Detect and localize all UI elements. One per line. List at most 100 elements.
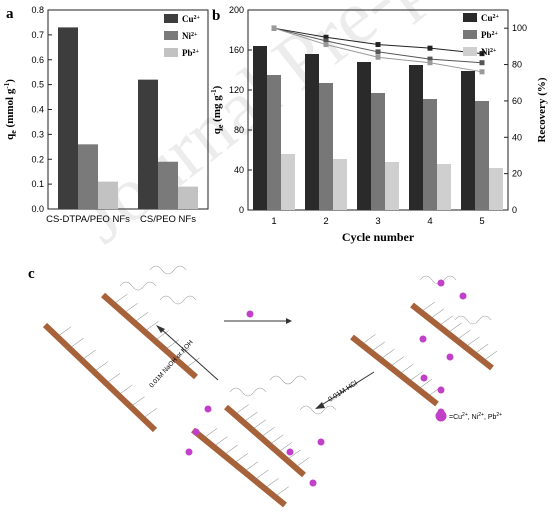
panel-c-diagram: 0.01M HCl 0.01M NaOH or KOH =Cu2+, Ni2+,… [42,265,502,508]
panel-b-bar [253,46,267,210]
polymer-chain [243,461,259,472]
fiber-rod-bottom-1 [191,427,287,508]
panel-b-xtick-label: 4 [427,216,432,227]
panel-b-legend-swatch [463,47,477,56]
metal-ion [309,479,317,487]
panel-a-xtick-label: CS-DTPA/PEO NFs [46,214,130,225]
metal-ion [317,438,325,446]
polymer-chain [380,349,395,360]
panel-b-recovery-marker [427,56,433,62]
chelating-group [229,387,267,397]
panel-a-ytick-label: 0.5 [31,80,44,90]
panel-b-bar [423,99,437,210]
panel-a-legend-swatch [164,31,178,40]
panel-b-y2label: Recovery (%) [536,77,548,142]
panel-b-y2tick-label: 20 [512,169,522,179]
panel-a-bar [138,79,158,210]
panel-b-ytick-label: 80 [234,125,244,135]
panel-b-legend-label: Cu2+ [481,13,500,23]
acid-label: 0.01M HCl [327,380,359,404]
polymer-chain [203,428,218,439]
polymer-chain [408,371,423,382]
polymer-chain [254,469,269,481]
panel-a-legend-swatch [164,14,178,23]
polymer-chain [113,293,128,305]
panel-b-bar [319,83,333,210]
polymer-chain [130,396,145,407]
panel-b-recovery-marker [427,60,433,66]
fiber-rod-bottom-2 [224,404,306,478]
polymer-chain [57,326,72,337]
polymer-chain [251,419,267,430]
polymer-chain [233,453,249,464]
polymer-chain [175,348,190,359]
panel-c-letter: c [28,266,35,282]
polymer-chain [164,339,180,350]
polymer-chain [447,322,462,334]
panel-b-recovery-marker [375,42,381,48]
panel-b-bar [267,75,281,210]
polymer-chain [234,404,249,415]
panel-b-xtick-label: 1 [271,216,276,227]
ion-legend-icon [435,410,447,422]
panel-a-ytick-label: 0.3 [31,129,44,139]
polymer-chain [370,341,386,353]
panel-b-legend-label: Pb2+ [481,30,499,40]
panel-b-letter: b [212,8,220,24]
panel-b-bar [385,162,399,210]
metal-ion [419,335,427,343]
panel-a-legend-label: Pb2+ [182,48,200,58]
polymer-chain [417,378,433,390]
panel-b-bar [409,65,423,210]
panel-b-legend-swatch [463,13,477,22]
metal-ion [437,386,445,394]
polymer-chain [154,330,169,341]
panel-b-y2tick-label: 60 [512,96,522,106]
panel-b-ytick-label: 40 [234,165,244,175]
polymer-chain [361,334,376,345]
chelating-group [119,281,157,291]
metal-ion [459,292,467,300]
panel-a-ytick-label: 0.1 [31,179,44,189]
metal-ion [446,353,454,361]
polymer-chain [81,349,96,361]
polymer-chain [438,315,453,327]
panel-b-ytick-label: 0 [239,205,244,215]
panel-a-letter: a [6,6,14,22]
polymer-chain [213,436,228,447]
panel-b-bar [357,62,371,210]
panel-b-xtick-label: 5 [479,216,484,227]
panel-b-xtick-label: 2 [323,216,328,227]
base-arrowhead [156,325,165,333]
fiber-rod-right-2 [410,302,494,371]
panel-b-legend-swatch [463,30,477,39]
panel-a-ytick-label: 0.8 [31,5,44,15]
chelating-group [159,295,197,305]
metal-ion [204,405,212,413]
metal-ion [192,428,200,436]
polymer-chain [133,312,149,323]
polymer-chain [185,357,200,369]
panel-a-legend-swatch [164,48,178,57]
polymer-chain [144,321,159,332]
polymer-chain [420,301,436,313]
panel-b-xtick-label: 3 [375,216,380,227]
panel-b-bars [253,46,503,210]
panel-b-bar [305,54,319,210]
panel-a-legend-label: Ni2+ [182,31,198,41]
polymer-chain [142,408,157,419]
polymer-chain [243,411,258,423]
panel-a-bar [178,186,198,209]
polymer-chain [399,364,414,375]
panel-b-y2tick-label: 0 [512,205,517,215]
fiber-rod-left-2 [101,292,198,380]
polymer-chain [277,442,293,453]
polymer-chain [274,486,289,497]
panel-b-recovery-marker [323,42,329,48]
panel-b-recovery-marker [323,34,329,40]
panel-a-chart: 0.0 0.1 0.2 0.3 0.4 0.5 0.6 0.7 0.8 qe (mmol g-1)… [3,5,209,225]
panel-b-bar [475,101,489,210]
polymer-chain [482,350,498,362]
panel-a-ytick-label: 0.0 [31,204,44,214]
polymer-chain [269,434,284,445]
